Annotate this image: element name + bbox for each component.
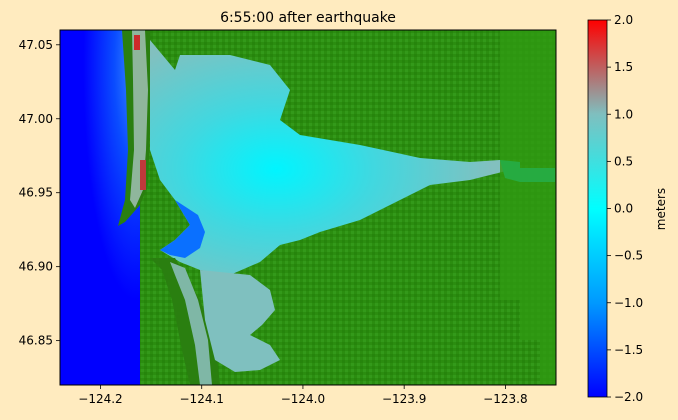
peninsula-south-inner [170, 262, 212, 385]
colorbar-tick-label: 2.0 [614, 13, 633, 27]
inundation-red-1 [134, 35, 140, 50]
colorbar-label: meters [654, 188, 668, 230]
plot-area [60, 30, 556, 385]
y-tick-label: 46.85 [19, 334, 53, 348]
colorbar-tick-label: −0.5 [614, 249, 643, 263]
x-axis: −124.2 −124.1 −124.0 −123.9 −123.8 [78, 385, 528, 406]
x-tick-label: −124.0 [281, 392, 325, 406]
x-tick-label: −124.2 [78, 392, 122, 406]
x-tick-label: −124.1 [180, 392, 224, 406]
colorbar-tick-label: 0.0 [614, 202, 633, 216]
colorbar-tick-label: −1.0 [614, 296, 643, 310]
x-tick-label: −123.9 [382, 392, 426, 406]
colorbar-axis: −2.0 −1.5 −1.0 −0.5 0.0 0.5 1.0 1.5 2.0 [607, 13, 643, 404]
chart-title: 6:55:00 after earthquake [220, 10, 396, 26]
colorbar [587, 19, 608, 398]
colorbar-tick-label: 1.5 [614, 60, 633, 74]
harbor-entrance [160, 200, 205, 258]
y-axis: 46.85 46.90 46.95 47.00 47.05 [19, 38, 60, 348]
colorbar-gradient [587, 19, 608, 398]
bay-water [150, 40, 510, 275]
y-tick-label: 46.95 [19, 186, 53, 200]
colorbar-tick-label: −1.5 [614, 343, 643, 357]
y-tick-label: 47.05 [19, 38, 53, 52]
east-blocky-land [500, 30, 556, 385]
axes-frame [59, 29, 557, 386]
colorbar-tick-label: 0.5 [614, 154, 633, 168]
y-tick-label: 47.00 [19, 112, 53, 126]
colorbar-tick-label: 1.0 [614, 107, 633, 121]
inundation-red-2 [140, 160, 146, 190]
x-tick-label: −123.8 [483, 392, 527, 406]
south-bay-water [200, 270, 280, 372]
colorbar-tick-label: −2.0 [614, 390, 643, 404]
y-tick-label: 46.90 [19, 260, 53, 274]
